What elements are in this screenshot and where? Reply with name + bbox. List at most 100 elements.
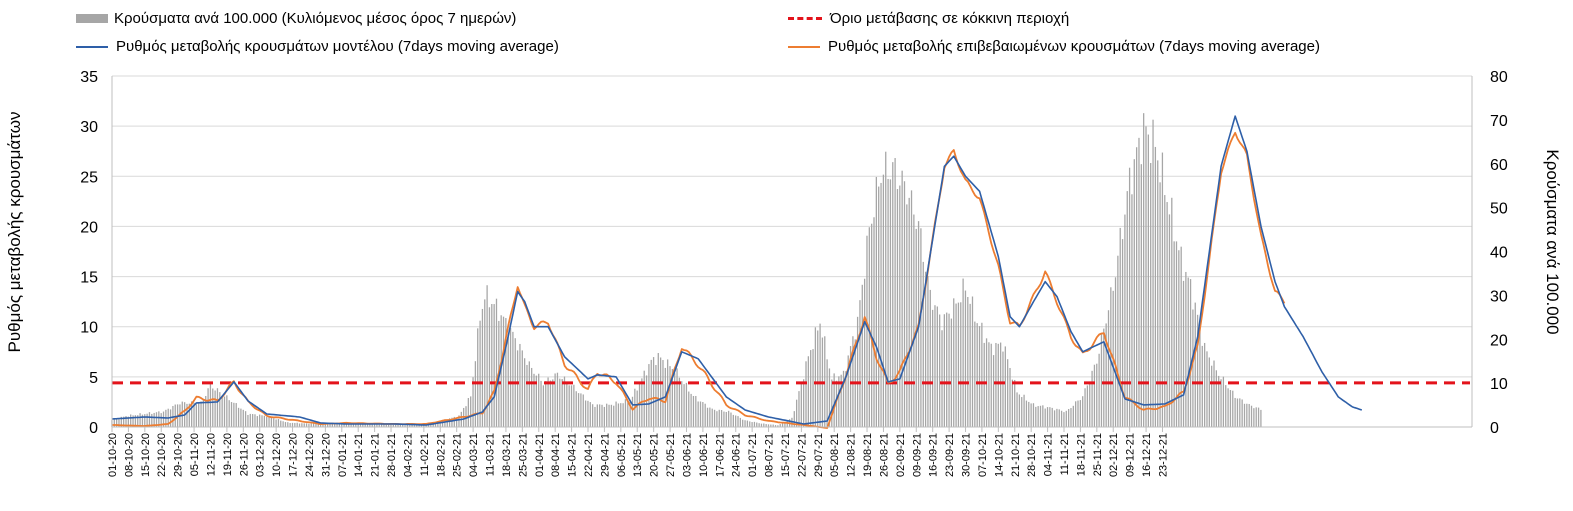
bar xyxy=(943,314,945,427)
bar xyxy=(1248,403,1250,427)
bar xyxy=(350,423,352,427)
bar xyxy=(692,395,695,427)
bar xyxy=(132,415,134,427)
bar xyxy=(1140,164,1142,428)
bar xyxy=(502,316,505,427)
x-tick-label: 19-11-20 xyxy=(222,433,234,476)
bar xyxy=(1070,408,1072,427)
bar xyxy=(615,401,617,427)
bar xyxy=(962,278,964,427)
bar xyxy=(936,306,938,427)
bar xyxy=(610,404,613,427)
x-tick-label: 05-11-20 xyxy=(189,433,201,476)
bar xyxy=(413,425,416,427)
bar xyxy=(620,403,622,427)
bar xyxy=(702,402,704,427)
bar xyxy=(334,423,336,427)
bar xyxy=(1168,214,1171,427)
bar xyxy=(859,300,861,427)
bar xyxy=(1032,403,1035,427)
bar xyxy=(606,403,608,427)
bar xyxy=(249,413,251,427)
bar xyxy=(563,376,566,427)
bar xyxy=(753,421,756,427)
bar xyxy=(997,343,999,427)
bar xyxy=(636,390,638,427)
bar xyxy=(777,425,779,427)
bar xyxy=(957,302,960,427)
bar xyxy=(814,327,817,427)
bar xyxy=(1114,277,1117,427)
bar xyxy=(899,185,901,427)
bar xyxy=(120,416,122,427)
bar xyxy=(305,423,308,427)
x-tick-label: 24-12-20 xyxy=(304,433,316,477)
bar xyxy=(690,393,692,427)
x-tick-label: 26-11-20 xyxy=(238,433,250,476)
bar xyxy=(1225,385,1227,427)
bar xyxy=(343,423,345,427)
bar xyxy=(155,412,158,427)
bar xyxy=(751,422,753,427)
bar xyxy=(674,373,676,427)
bar xyxy=(903,181,906,427)
bar xyxy=(144,414,146,427)
bar xyxy=(474,361,477,427)
bar xyxy=(1023,394,1025,427)
legend-label-model-line: Ρυθμός μεταβολής κρουσμάτων μοντέλου (7d… xyxy=(116,38,559,55)
x-tick-label: 11-03-21 xyxy=(485,433,497,476)
bar xyxy=(200,401,202,427)
x-tick-label: 08-10-20 xyxy=(123,433,135,477)
bar xyxy=(1239,398,1241,427)
bar xyxy=(1208,357,1210,427)
x-tick-label: 30-09-21 xyxy=(961,433,973,477)
x-tick-label: 21-01-21 xyxy=(370,433,382,477)
bar xyxy=(760,423,763,427)
bar xyxy=(451,417,453,427)
bar xyxy=(779,424,781,427)
bar xyxy=(329,423,331,427)
bar xyxy=(983,342,985,427)
bar xyxy=(202,398,205,427)
y-right-tick-label: 30 xyxy=(1490,288,1508,305)
bar xyxy=(1173,241,1175,427)
bar xyxy=(842,370,845,427)
bar xyxy=(1246,403,1248,427)
x-tick-label: 13-05-21 xyxy=(632,433,644,477)
bar xyxy=(1187,277,1189,427)
bar xyxy=(488,307,491,427)
bar xyxy=(901,170,903,427)
x-tick-label: 15-10-20 xyxy=(140,433,152,477)
bar xyxy=(671,369,673,427)
bar xyxy=(470,396,472,427)
bar xyxy=(235,403,237,427)
bar xyxy=(1159,182,1161,427)
bar xyxy=(516,350,519,427)
bar xyxy=(1004,346,1006,427)
bar xyxy=(226,395,228,427)
bar xyxy=(803,379,805,427)
bar xyxy=(409,425,411,427)
bar xyxy=(1049,407,1051,427)
x-tick-label: 11-02-21 xyxy=(419,433,431,476)
x-tick-label: 09-09-21 xyxy=(911,433,923,477)
bar xyxy=(137,415,139,427)
bar xyxy=(376,424,378,427)
bar xyxy=(1009,367,1011,427)
bar xyxy=(566,381,568,427)
bar xyxy=(1067,408,1070,427)
bar xyxy=(643,370,645,427)
bar xyxy=(732,414,734,427)
x-tick-label: 20-05-21 xyxy=(649,433,661,477)
y-left-tick-label: 30 xyxy=(80,119,98,136)
bar xyxy=(219,392,221,427)
bar xyxy=(704,403,706,427)
bar xyxy=(1243,403,1246,427)
bar xyxy=(695,395,697,427)
bar xyxy=(657,353,659,427)
bar xyxy=(688,391,690,427)
x-tick-label: 25-02-21 xyxy=(452,433,464,477)
bar xyxy=(591,404,594,427)
bar xyxy=(840,374,842,427)
model-cases-rate-line xyxy=(111,115,1363,426)
